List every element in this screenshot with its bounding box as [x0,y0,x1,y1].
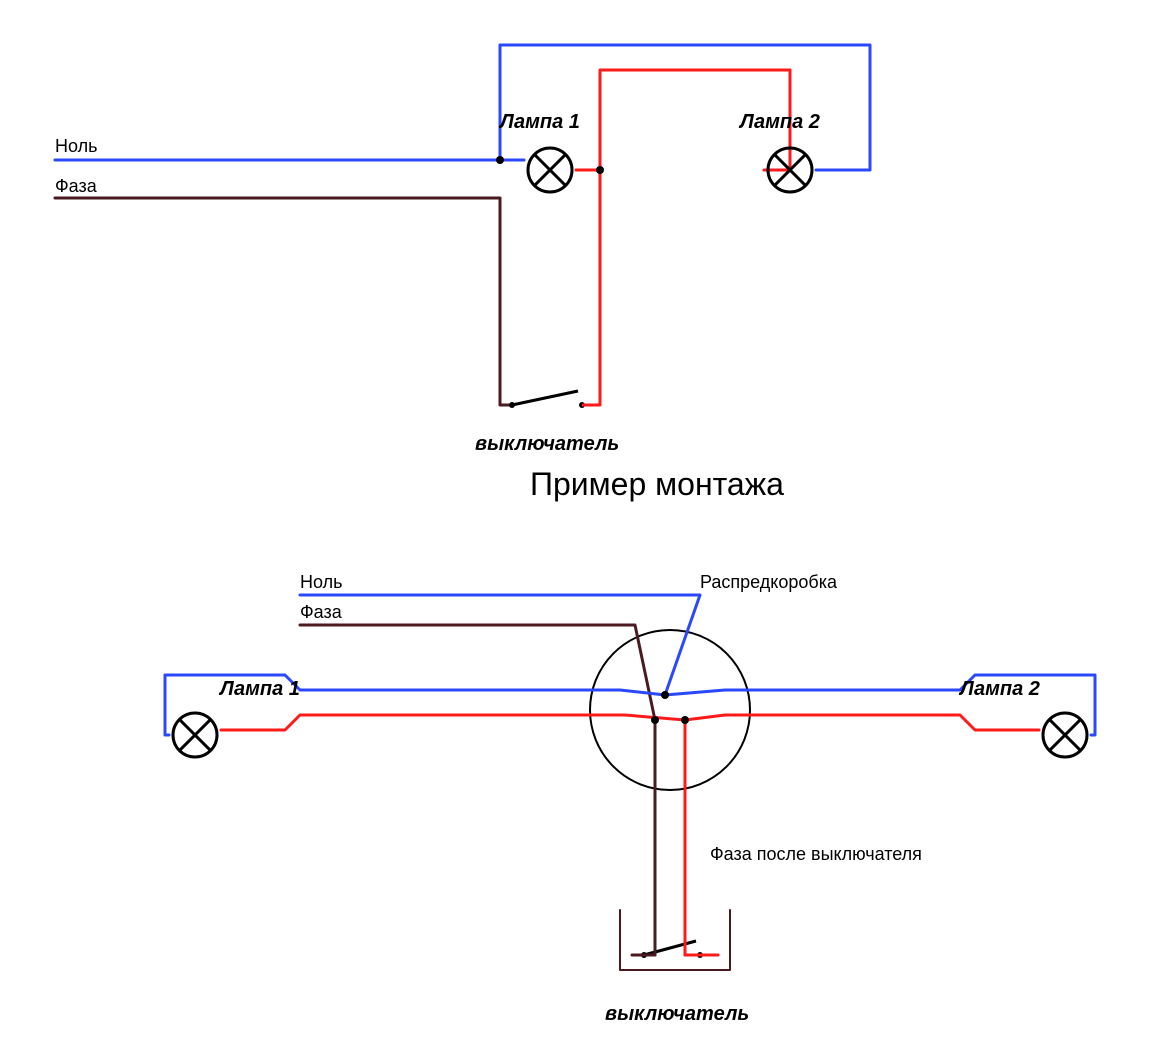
top-lamp1-label: Лампа 1 [498,111,580,133]
wire [685,910,718,955]
wire [55,198,500,405]
wire [221,715,685,730]
bot-jbox-label: Распредкоробка [700,572,838,592]
bot-switch-label: выключатель [605,1003,749,1025]
wire [500,45,870,170]
wire [300,625,655,955]
wire [620,910,730,970]
top-switch-label: выключатель [475,433,619,455]
top-switch-lever [512,391,578,405]
wire [632,910,655,955]
junction-dot [596,166,604,174]
bot-lamp2-label: Лампа 2 [958,678,1040,700]
junction-dot [651,716,659,724]
title-label: Пример монтажа [530,466,784,502]
bot-lamp1-label: Лампа 1 [218,678,300,700]
top-phase-label: Фаза [55,176,98,196]
bot-phase-after-label: Фаза после выключателя [710,844,922,864]
bot-phase-label: Фаза [300,602,343,622]
bot-null-label: Ноль [300,572,343,592]
wire [685,715,1039,730]
junction-dot [496,156,504,164]
bot-switch-lever [644,941,696,955]
junction-dot [681,716,689,724]
top-null-label: Ноль [55,136,98,156]
top-lamp2-label: Лампа 2 [738,111,820,133]
junction-dot [661,691,669,699]
junction-box [590,630,750,790]
